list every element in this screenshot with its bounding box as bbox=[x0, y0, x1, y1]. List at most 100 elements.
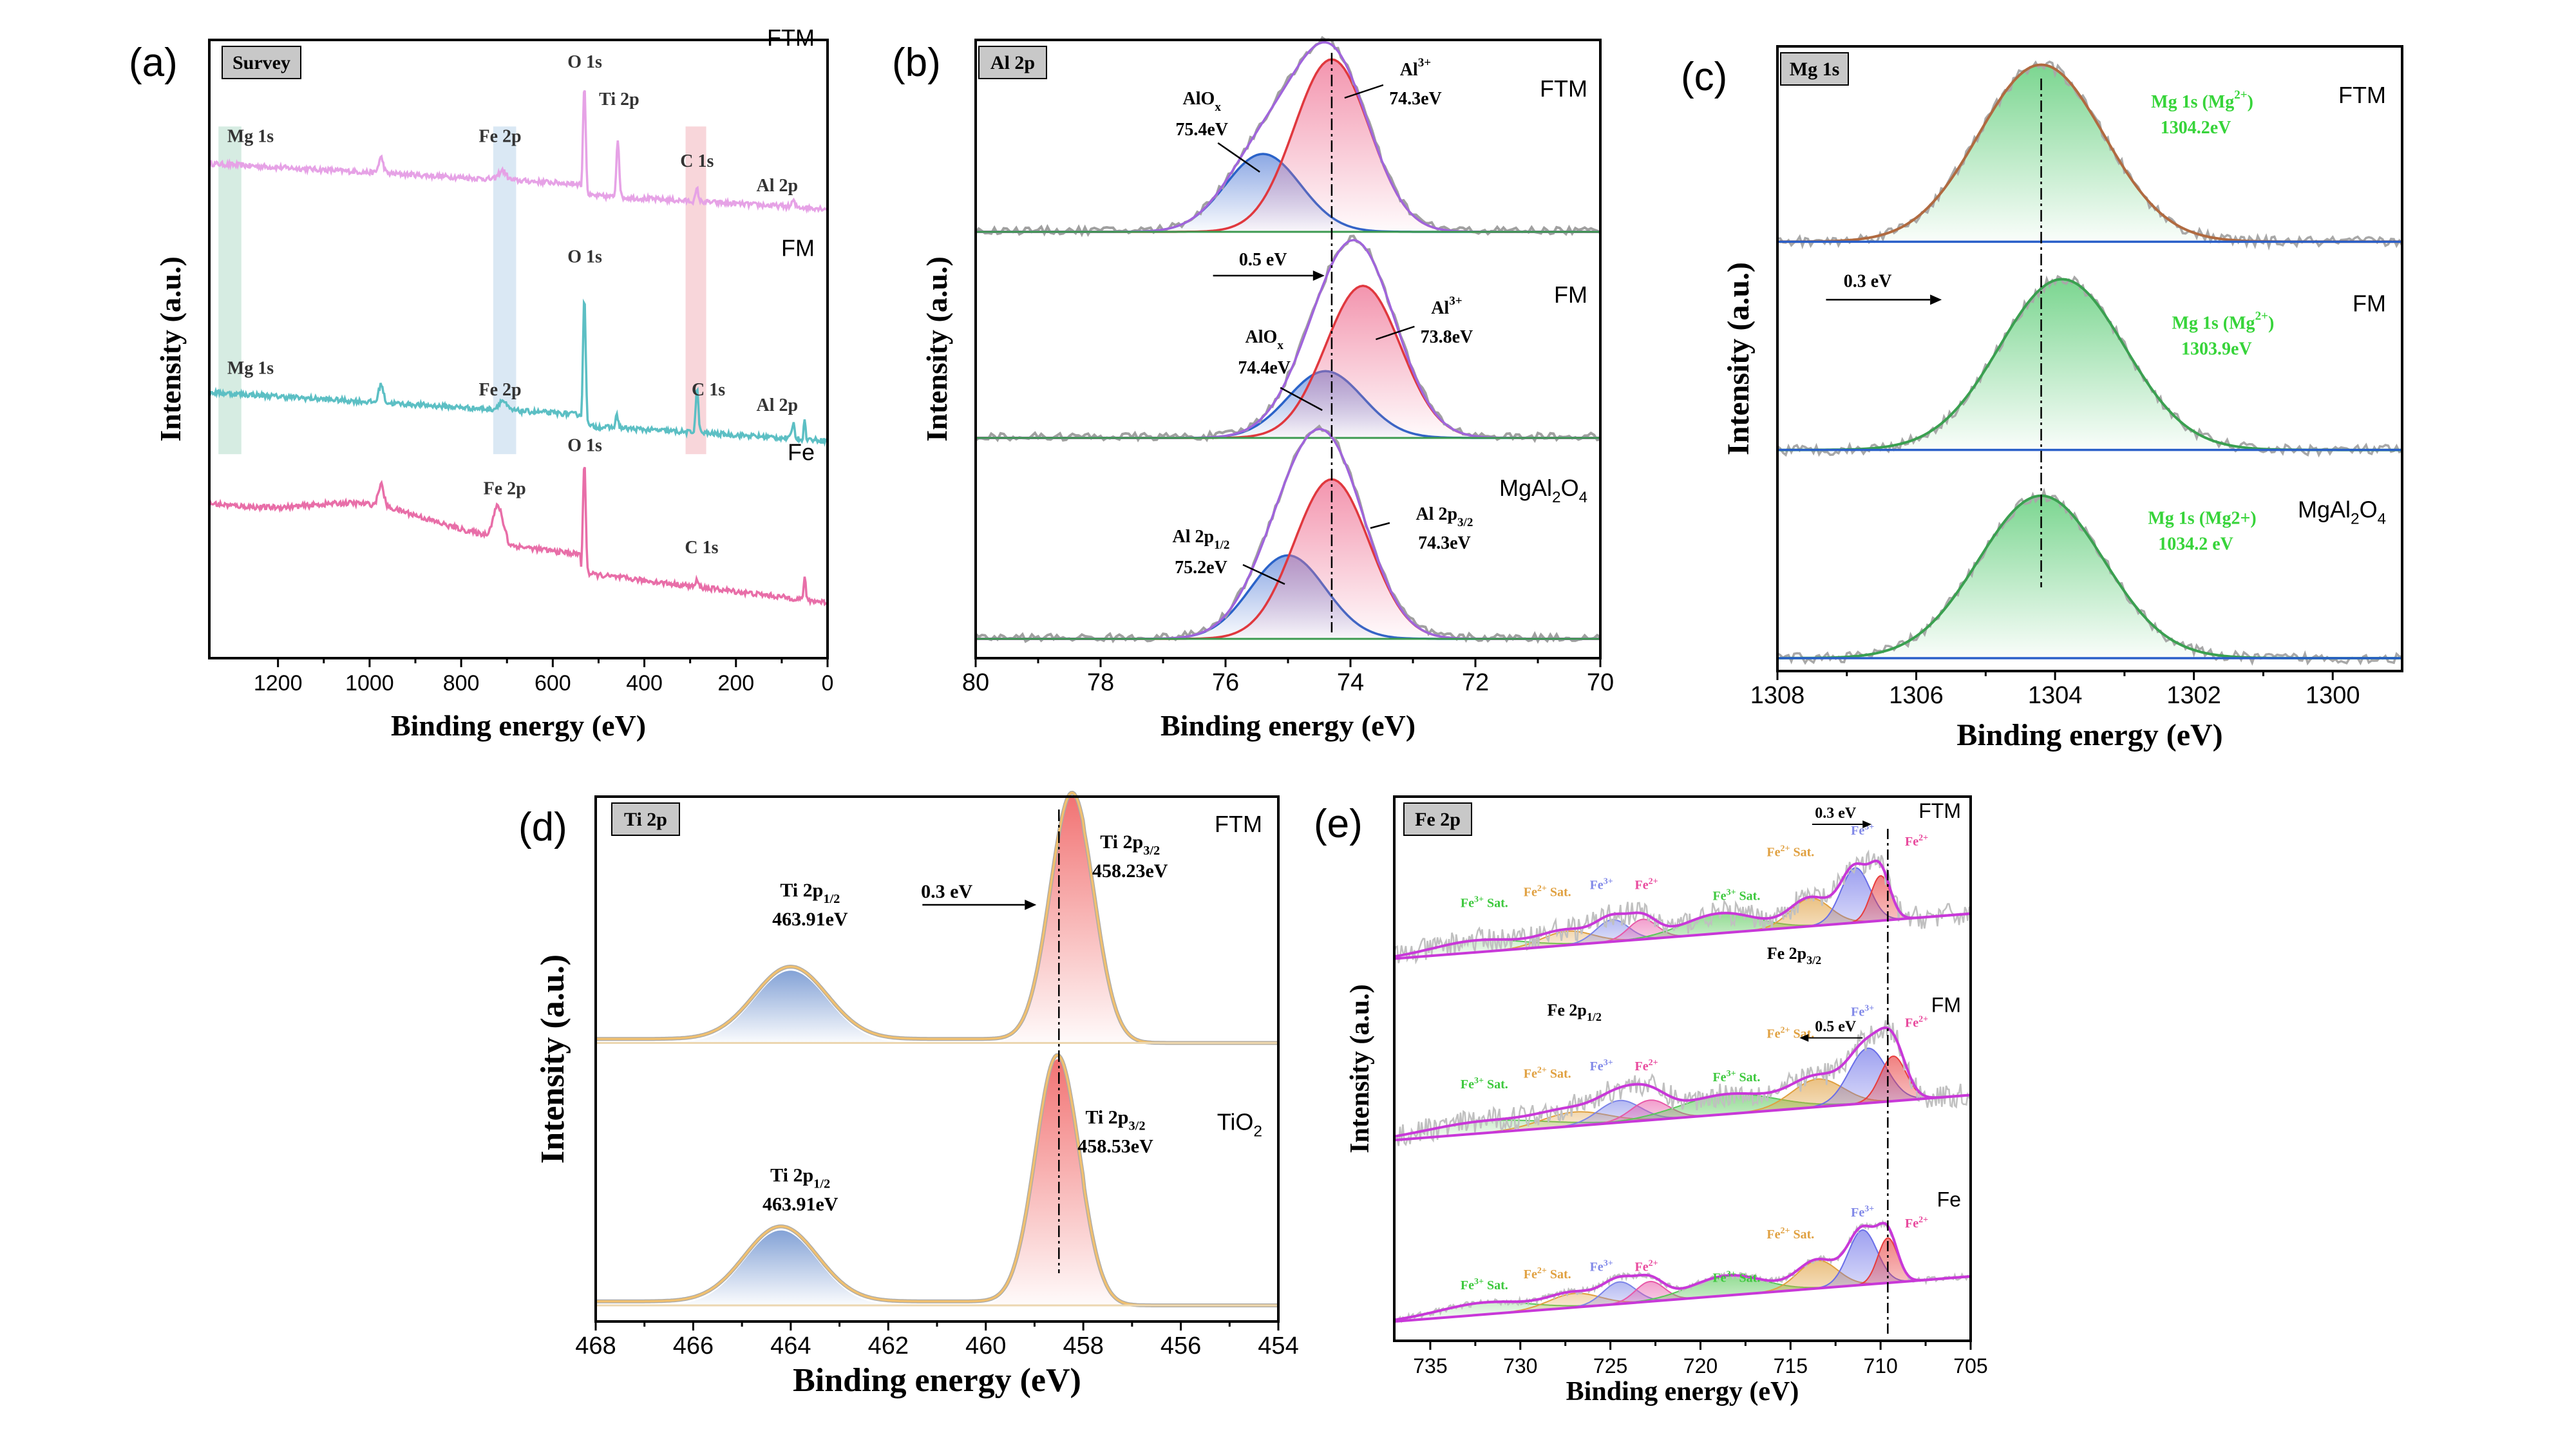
fe2p-shift-arrowhead bbox=[1799, 1034, 1809, 1042]
mg1s-shift-label: 0.3 eV bbox=[1844, 271, 1892, 291]
fe2p-peak-label-ion: Fe bbox=[1635, 878, 1649, 892]
fe2p-annotation-12: Fe 2p1/2 bbox=[1547, 1001, 1601, 1023]
panel-d-frame bbox=[594, 795, 1280, 1323]
survey-series-name: FM bbox=[781, 235, 815, 261]
fe2p-peak-label-sup: 3+ bbox=[1604, 1259, 1613, 1269]
fe2p-peak-label-sup: 3+ bbox=[1727, 887, 1736, 897]
al2p-label-p12: Al 2p1/2 bbox=[1173, 527, 1230, 552]
fe2p-peak-label-ion: Fe bbox=[1851, 1005, 1864, 1019]
survey-peak-label: Fe 2p bbox=[479, 380, 522, 400]
al2p-label-alox-sub: x bbox=[1277, 339, 1283, 352]
fe2p-peak-label-ion: Fe bbox=[1712, 889, 1726, 903]
fe2p-row-name: FTM bbox=[1918, 799, 1961, 822]
al2p-row-name: FM bbox=[1554, 281, 1587, 308]
fe2p-peak-label-ion: Fe bbox=[1905, 1016, 1918, 1030]
panel-c-box bbox=[1780, 52, 1849, 86]
panel-b-xtick-label: 72 bbox=[1462, 669, 1489, 696]
fe2p-peak-label-sup: 2+ bbox=[1537, 1266, 1547, 1276]
mg1s-row-name: MgAl2O4 bbox=[2298, 497, 2386, 528]
survey-peak-label: C 1s bbox=[685, 538, 718, 558]
al2p-raw bbox=[974, 35, 1602, 238]
fe2p-peak-label-sup: 2+ bbox=[1780, 1226, 1790, 1236]
fe2p-peak-label-sup: 3+ bbox=[1864, 1204, 1874, 1214]
ti2p-label-12-main: Ti 2p bbox=[780, 880, 823, 901]
mg1s-label: Mg 1s (Mg2+) bbox=[2151, 88, 2253, 112]
fe2p-peak-label-sup: 2+ bbox=[1537, 1065, 1547, 1075]
survey-peak-label: Fe 2p bbox=[479, 126, 522, 146]
mg1s-row-name: FM bbox=[2353, 290, 2386, 316]
panel-b-xlabel: Binding energy (eV) bbox=[1160, 709, 1416, 742]
fe2p-peak-label-rest: Sat. bbox=[1547, 886, 1571, 900]
fe2p-peak-label-sup: 3+ bbox=[1727, 1069, 1736, 1079]
fe2p-peak-label: Fe3+ Sat. bbox=[1461, 1277, 1508, 1293]
panel-a-xtick-label: 0 bbox=[822, 671, 834, 696]
panel-d-ylabel: Intensity (a.u.) bbox=[535, 954, 571, 1164]
fe2p-peak-label: Fe2+ Sat. bbox=[1766, 1226, 1814, 1242]
ti2p-value-32: 458.23eV bbox=[1092, 860, 1168, 882]
panel-e-frame bbox=[1393, 795, 1972, 1342]
fe2p-peak-label-ion: Fe bbox=[1905, 835, 1918, 849]
fe2p-peak-label-ion: Fe bbox=[1712, 1070, 1726, 1084]
survey-peak-label: Ti 2p bbox=[599, 90, 639, 109]
al2p-leader bbox=[1280, 386, 1323, 412]
fe2p-annotation-12-main: Fe 2p bbox=[1547, 1001, 1586, 1019]
survey-line-Fe bbox=[208, 466, 828, 607]
fe2p-annotation-32: Fe 2p3/2 bbox=[1767, 944, 1821, 967]
ti2p-label-12-sub: 1/2 bbox=[813, 1177, 830, 1191]
al2p-label-alox-main: AlO bbox=[1245, 327, 1278, 347]
panel-d-box-label: Ti 2p bbox=[624, 809, 667, 830]
fe2p-peak-label-sup: 2+ bbox=[1780, 844, 1790, 854]
panel-e-letter: (e) bbox=[1314, 802, 1363, 846]
panel-d-box bbox=[611, 802, 680, 836]
fe2p-peak-label-sup: 2+ bbox=[1649, 876, 1658, 886]
ti2p-row-name-main: TiO bbox=[1217, 1109, 1254, 1135]
mg1s-label-tail: ) bbox=[2268, 313, 2274, 333]
fe2p-shift-label: 0.3 eV bbox=[1815, 805, 1857, 822]
fe2p-peak-label: Fe3+ bbox=[1851, 1204, 1874, 1220]
mg1s-shift-arrowhead bbox=[1930, 294, 1942, 305]
fe2p-shift-label: 0.5 eV bbox=[1815, 1019, 1857, 1036]
panel-a-box bbox=[222, 46, 301, 79]
fe2p-peak-label-sup: 2+ bbox=[1918, 833, 1928, 843]
panel-c-ylabel: Intensity (a.u.) bbox=[1721, 262, 1756, 455]
fe2p-peak-label: Fe3+ bbox=[1590, 1058, 1613, 1074]
mg1s-peak-fill bbox=[1777, 279, 2402, 450]
al2p-peak-fill bbox=[976, 371, 1600, 438]
al2p-row-name-sub: 2 bbox=[1552, 489, 1561, 506]
fe2p-peak-label-rest: Sat. bbox=[1484, 1077, 1508, 1092]
panel-e-box bbox=[1403, 802, 1472, 836]
panel-e-xtick-label: 735 bbox=[1413, 1354, 1447, 1378]
mg1s-row-name-tail: O bbox=[2360, 497, 2378, 523]
ti2p-label-32-sub: 3/2 bbox=[1128, 1119, 1145, 1133]
fe2p-peak-label: Fe2+ Sat. bbox=[1524, 884, 1571, 900]
panel-d-letter: (d) bbox=[518, 805, 567, 849]
panel-c-xtick-label: 1300 bbox=[2306, 682, 2360, 709]
al2p-leader bbox=[1242, 564, 1285, 585]
al2p-row-name-sub: 4 bbox=[1579, 489, 1587, 506]
al2p-label-alox-sub: x bbox=[1215, 100, 1221, 114]
fe2p-peak-label-ion: Fe bbox=[1905, 1217, 1918, 1231]
panel-a-xtick-label: 1000 bbox=[345, 671, 394, 696]
al2p-label-al3-sup: 3+ bbox=[1449, 294, 1462, 308]
mg1s-label-tail: ) bbox=[2248, 92, 2253, 112]
survey-peak-label: Mg 1s bbox=[227, 358, 274, 378]
panel-c-box-label: Mg 1s bbox=[1790, 59, 1840, 80]
al2p-value-al3: 73.8eV bbox=[1421, 327, 1473, 347]
fe2p-peak-label: Fe3+ Sat. bbox=[1712, 887, 1760, 903]
al2p-value-alox: 74.4eV bbox=[1238, 358, 1291, 378]
fe2p-peak-label: Fe3+ Sat. bbox=[1461, 895, 1508, 911]
survey-series-name: Fe bbox=[788, 439, 815, 465]
ti2p-label-12: Ti 2p1/2 bbox=[770, 1165, 830, 1191]
al2p-shift-arrowhead bbox=[1312, 270, 1325, 281]
al2p-label-alox: AlOx bbox=[1245, 327, 1284, 352]
ti2p-label-32-main: Ti 2p bbox=[1085, 1107, 1128, 1128]
panel-b-xtick-label: 70 bbox=[1587, 669, 1614, 696]
panel-e-xlabel: Binding energy (eV) bbox=[1566, 1377, 1799, 1406]
fe2p-peak-label: Fe2+ Sat. bbox=[1524, 1266, 1571, 1282]
ti2p-shift-label: 0.3 eV bbox=[921, 881, 972, 902]
mg1s-value: 1303.9eV bbox=[2181, 339, 2252, 359]
fe2p-peak-label: Fe2+ bbox=[1905, 833, 1928, 849]
panel-e-xtick-label: 720 bbox=[1683, 1354, 1718, 1378]
mg1s-value: 1304.2eV bbox=[2161, 118, 2231, 138]
fe2p-peak-label: Fe2+ Sat. bbox=[1524, 1065, 1571, 1081]
